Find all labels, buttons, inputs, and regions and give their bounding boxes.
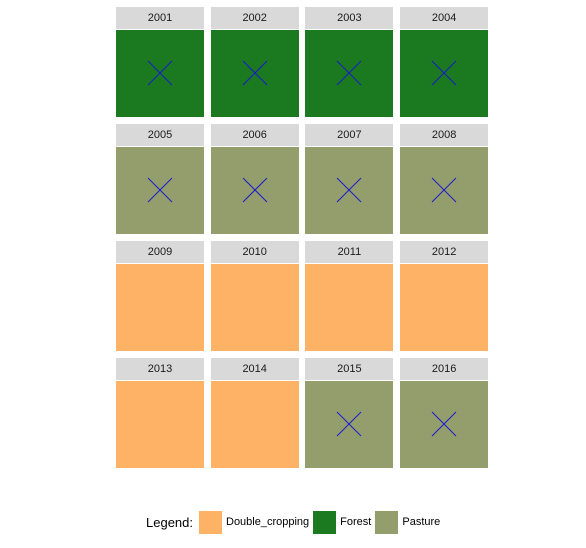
legend-label-pasture: Pasture: [402, 516, 441, 528]
facet-strip-label: 2016: [400, 358, 489, 380]
facet-tile-double-cropping: [210, 264, 299, 351]
facet-panel-2004: 2004: [400, 7, 489, 117]
facet-strip-label: 2015: [305, 358, 394, 380]
facet-panel-2012: 2012: [400, 241, 489, 351]
facet-tile-pasture: [305, 381, 394, 468]
facet-tile-forest: [116, 30, 204, 117]
legend-key-forest: Forest: [313, 510, 372, 534]
facet-strip-label: 2008: [400, 124, 489, 146]
x-marker-icon: [242, 60, 268, 86]
facet-tile-forest: [305, 30, 394, 117]
facet-panel-2002: 2002: [210, 7, 299, 117]
facet-strip-label: 2001: [116, 7, 204, 29]
legend-key-pasture: Pasture: [375, 510, 441, 534]
facet-strip-label: 2013: [116, 358, 204, 380]
facet-strip-label: 2003: [305, 7, 394, 29]
facet-strip-label: 2006: [210, 124, 299, 146]
x-marker-icon: [147, 60, 173, 86]
facet-strip-label: 2011: [305, 241, 394, 263]
facet-panel-2011: 2011: [305, 241, 394, 351]
legend-label-double-cropping: Double_cropping: [226, 516, 310, 528]
legend-title: Legend:: [146, 514, 193, 530]
facet-strip-label: 2012: [400, 241, 489, 263]
facet-tile-double-cropping: [210, 381, 299, 468]
facet-tile-pasture: [116, 147, 204, 234]
facet-panel-2005: 2005: [116, 124, 204, 234]
facet-panel-2001: 2001: [116, 7, 204, 117]
facet-tile-pasture: [305, 147, 394, 234]
facet-grid: 2001 2002 2003 2004 2005 2006 2007 2008 2009 2010…: [116, 7, 489, 468]
facet-strip-label: 2005: [116, 124, 204, 146]
facet-strip-label: 2009: [116, 241, 204, 263]
facet-panel-2008: 2008: [400, 124, 489, 234]
x-marker-icon: [242, 177, 268, 203]
facet-strip-label: 2004: [400, 7, 489, 29]
x-marker-icon: [431, 60, 457, 86]
facet-panel-2013: 2013: [116, 358, 204, 468]
facet-tile-forest: [400, 30, 489, 117]
facet-tile-double-cropping: [116, 381, 204, 468]
x-marker-icon: [147, 177, 173, 203]
facet-tile-double-cropping: [305, 264, 394, 351]
x-marker-icon: [431, 411, 457, 437]
facet-panel-2010: 2010: [210, 241, 299, 351]
facet-panel-2014: 2014: [210, 358, 299, 468]
x-marker-icon: [431, 177, 457, 203]
facet-tile-pasture: [210, 147, 299, 234]
facet-tile-pasture: [400, 147, 489, 234]
facet-tile-double-cropping: [116, 264, 204, 351]
x-marker-icon: [337, 411, 362, 437]
facet-strip-label: 2002: [210, 7, 299, 29]
facet-panel-2007: 2007: [305, 124, 394, 234]
legend-swatch-double-cropping: [199, 510, 222, 534]
facet-panel-2009: 2009: [116, 241, 204, 351]
legend-label-forest: Forest: [340, 516, 372, 528]
legend-swatch-forest: [313, 510, 337, 534]
facet-tile-forest: [210, 30, 299, 117]
x-marker-icon: [337, 177, 362, 203]
facet-panel-2003: 2003: [305, 7, 394, 117]
facet-tile-double-cropping: [400, 264, 489, 351]
legend-swatch-pasture: [375, 510, 399, 534]
facet-strip-label: 2014: [210, 358, 299, 380]
legend: Legend: Double_cropping Forest Pasture: [146, 510, 444, 534]
facet-strip-label: 2010: [210, 241, 299, 263]
facet-tile-pasture: [400, 381, 489, 468]
facet-panel-2006: 2006: [210, 124, 299, 234]
facet-panel-2016: 2016: [400, 358, 489, 468]
legend-key-double-cropping: Double_cropping: [199, 510, 310, 534]
facet-strip-label: 2007: [305, 124, 394, 146]
facet-panel-2015: 2015: [305, 358, 394, 468]
x-marker-icon: [337, 60, 362, 86]
